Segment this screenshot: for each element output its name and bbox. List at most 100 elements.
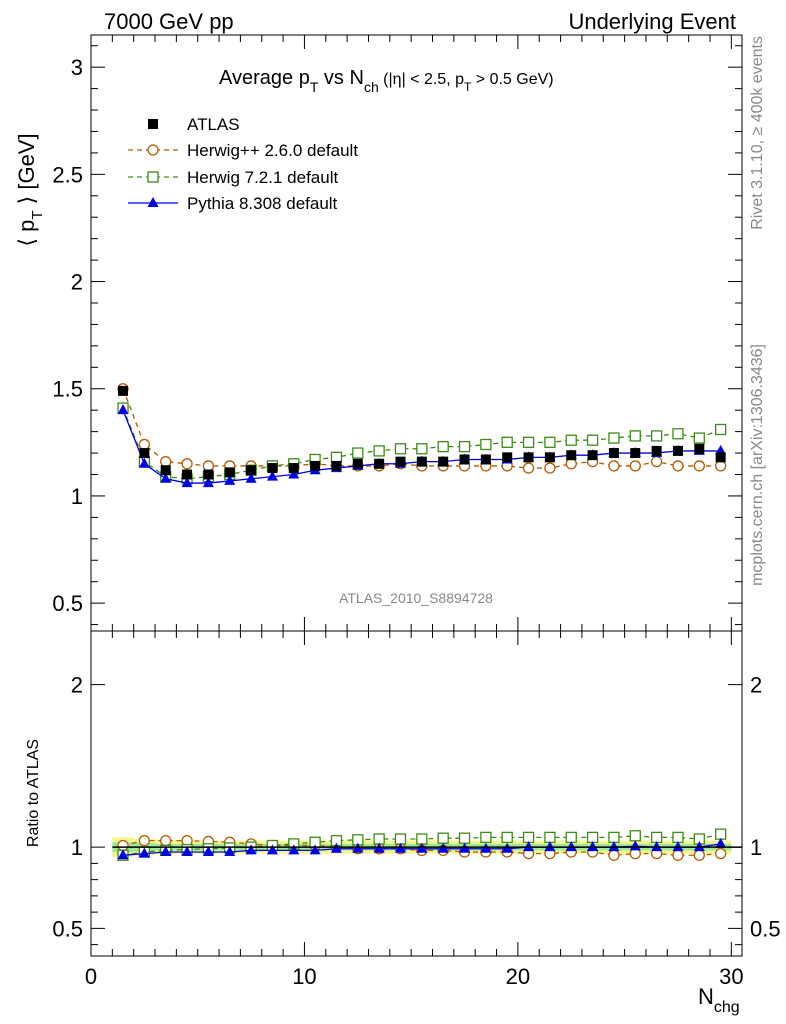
herwig-7-2-1-default-ratio-point [715,828,727,840]
pythia-8-308-default-ratio-point [181,846,193,856]
x-axis-label: Nchg [698,984,740,1016]
ratio-y-tick-label-right: 1 [750,835,762,860]
herwig-7-2-1-default-point [693,432,705,444]
herwig-7-2-1-default-point [352,447,364,459]
herwig-2-6-0-default-ratio-point [672,849,684,861]
atlas-point [651,445,662,456]
legend-marker-herwig-2-6-0-default [147,144,159,156]
header-left: 7000 GeV pp [104,9,234,34]
herwig-7-2-1-default-ratio-point [586,831,599,844]
pythia-8-308-default-point [160,472,172,483]
chart-title: Average pT vs Nch (|η| < 2.5, pT > 0.5 G… [219,67,554,95]
atlas-point [694,443,705,454]
atlas-point [416,456,427,467]
herwig-7-2-1-default-ratio-point [458,832,471,844]
pythia-8-308-default-ratio-point [309,844,321,855]
x-tick-label: 10 [292,964,316,989]
pythia-8-308-default-point [245,472,257,483]
herwig-7-2-1-default-ratio-point [650,831,663,844]
atlas-point [608,448,619,459]
title-sub2: ch [364,79,379,95]
herwig-2-6-0-default-point [138,438,151,451]
atlas-point [160,465,171,476]
pythia-8-308-default-ratio-point [651,841,663,852]
herwig-7-2-1-default-point [416,443,428,455]
ratio-y-tick-label: 2 [71,673,83,698]
header-right: Underlying Event [568,9,736,34]
herwig-7-2-1-default-point [394,443,407,455]
atlas-point [395,456,406,467]
herwig-2-6-0-default-point [672,460,684,472]
y-tick-label: 2 [71,270,83,295]
x-tick-label: 20 [506,964,530,989]
pythia-8-308-default-ratio-point [587,841,599,852]
atlas-point [502,452,513,463]
herwig-2-6-0-default-point [181,458,193,470]
herwig-2-6-0-default-point [544,462,556,474]
pythia-8-308-default-point [117,404,129,415]
herwig-2-6-0-default-point [629,460,641,472]
atlas-point [523,452,534,463]
y-tick-label: 1 [71,484,83,509]
y-tick-label: 3 [71,55,83,80]
herwig-2-6-0-default-ratio-point [138,834,151,847]
atlas-point [118,385,129,396]
atlas-point [630,448,641,459]
legend-label-atlas: ATLAS [187,115,240,134]
legend-marker-herwig-7-2-1-default [147,171,159,183]
herwig-2-6-0-default-point [608,460,620,472]
ratio-y-tick-label: 0.5 [52,916,83,941]
herwig-7-2-1-default-point [565,434,577,446]
xlabel-main: N [698,984,714,1009]
title-part2: vs N [318,67,364,89]
legend: ATLAS Herwig++ 2.6.0 default Herwig 7.2.1 … [128,115,358,213]
herwig-7-2-1-default-ratio-point [480,831,492,844]
atlas-point [246,465,257,476]
y-tick-label: 2.5 [52,162,83,187]
herwig-2-6-0-default-ratio-point [715,847,727,860]
herwig-7-2-1-default-point [672,428,684,440]
legend-label-herwig-2-6-0-default: Herwig++ 2.6.0 default [187,141,358,160]
herwig-7-2-1-default-ratio-point [416,833,428,845]
herwig-7-2-1-default-point [501,436,513,448]
ratio-y-axis-label: Ratio to ATLAS [25,739,42,847]
ratio-plot-frame [90,630,743,957]
pythia-8-308-default-ratio-point [117,849,129,860]
herwig-7-2-1-default-point [480,438,492,451]
pythia-8-308-default-point [288,468,300,479]
herwig-7-2-1-default-ratio-point [394,833,407,845]
herwig-2-6-0-default-point [522,462,535,474]
herwig-7-2-1-default-point [629,430,641,442]
x-tick-label: 30 [719,964,743,989]
pythia-8-308-default-point [266,470,278,481]
legend-marker-atlas [148,119,158,129]
atlas-point [267,463,278,474]
y-tick-label: 1.5 [52,377,83,402]
pythia-8-308-default-ratio-point [160,846,172,856]
atlas-point [331,460,342,471]
legend-marker-pythia-8-308-default [147,197,159,207]
herwig-2-6-0-default-point [715,460,727,472]
title-part3: (|η| < 2.5, p [379,71,464,88]
pythia-8-308-default-ratio-point [715,837,727,848]
herwig-7-2-1-default-ratio-point [629,830,641,842]
pythia-8-308-default-ratio-point [608,841,620,852]
pythia-8-308-default-ratio-point [565,841,577,852]
ylabel-post: ⟩ [GeV] [14,133,39,210]
legend-label-herwig-7-2-1-default: Herwig 7.2.1 default [187,168,338,187]
herwig-7-2-1-default-ratio-point [565,831,577,844]
atlas-point [480,454,491,465]
ylabel-pre: ⟨ p [14,220,39,247]
atlas-point [224,467,235,478]
xlabel-sub: chg [714,999,740,1016]
mcplots-label: mcplots.cern.ch [arXiv:1306.3436] [749,344,766,586]
herwig-2-6-0-default-point [202,460,215,472]
herwig-7-2-1-default-ratio-point [522,831,535,844]
atlas-point [438,456,449,467]
herwig-7-2-1-default-ratio-point [672,831,684,844]
pythia-8-308-default-point [202,477,214,488]
atlas-point [566,450,577,461]
herwig-7-2-1-default-point [650,430,663,442]
herwig-7-2-1-default-point [608,432,620,444]
pythia-8-308-default-ratio-point [523,841,535,852]
